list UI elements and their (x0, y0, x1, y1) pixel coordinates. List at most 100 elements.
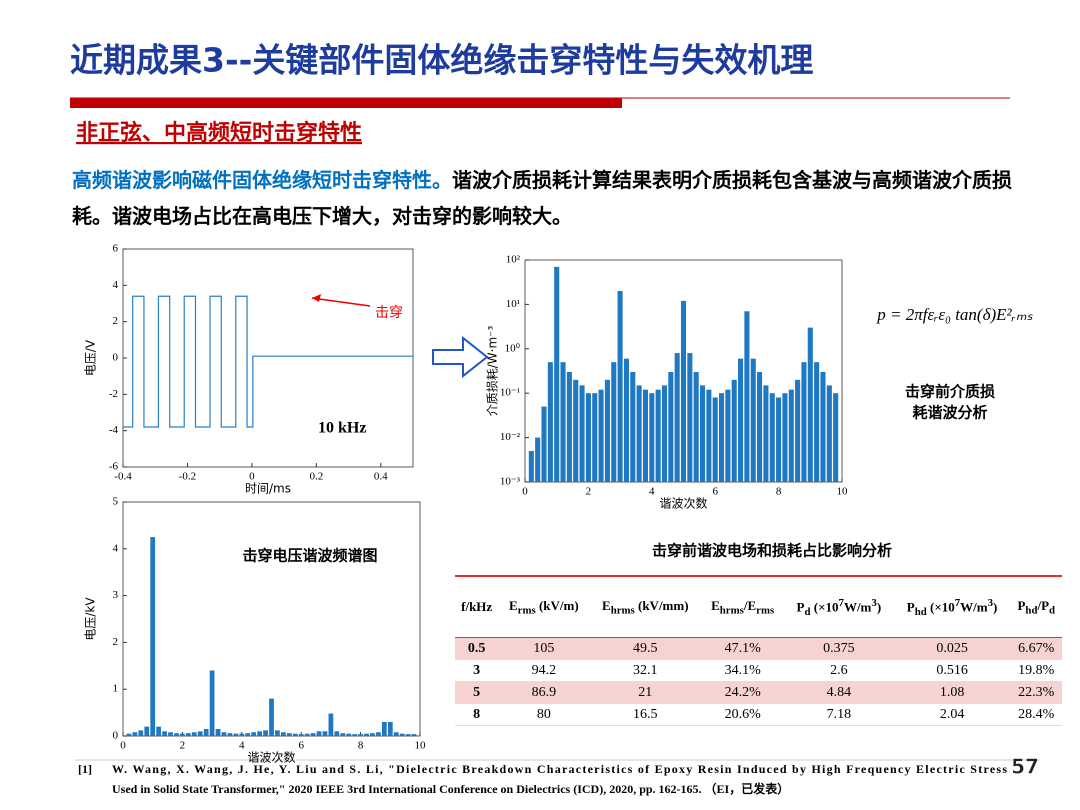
header-text: P (1017, 597, 1026, 613)
header-text: 3 (987, 596, 994, 609)
bar (286, 733, 292, 736)
intro: 高频谐波影响磁件固体绝缘短时击穿特性。谐波介质损耗计算结果表明介质损耗包含基波与… (72, 162, 1042, 234)
x-axis-label: 谐波次数 (659, 496, 707, 511)
table-cell: 24.2% (701, 681, 785, 704)
formula: p = 2πfεᵣε₀ tan(δ)E²ᵣₘₛ (876, 305, 1033, 324)
header-text: E (508, 597, 518, 613)
y-tick-label: -6 (109, 461, 119, 473)
x-tick-label: 2 (180, 740, 186, 752)
y-tick-label: 0 (113, 352, 119, 364)
bar (750, 358, 756, 482)
table-cell: 3 (455, 659, 499, 682)
bar (316, 731, 322, 736)
bar (680, 300, 687, 482)
x-tick-label: -0.4 (114, 471, 132, 483)
table-cell: 80 (498, 703, 590, 726)
header-text: (×10 (810, 598, 839, 614)
bar (399, 733, 405, 736)
header-text: hd (1025, 604, 1038, 617)
column-header: Phd (×107W/m3) (893, 575, 1011, 638)
bar (668, 372, 674, 482)
bar (541, 406, 547, 482)
x-tick-label: 6 (712, 486, 718, 498)
table-cell: 105 (498, 637, 590, 660)
header-text: (kV/m) (535, 597, 579, 613)
annotation: 击穿 (375, 305, 403, 321)
header-text: rms (517, 604, 536, 617)
bar (776, 397, 782, 482)
bar (185, 733, 191, 736)
bar (826, 385, 832, 482)
bar (712, 397, 718, 482)
column-header: Ehrms/Erms (701, 575, 785, 638)
table-cell: 0.516 (893, 659, 1011, 682)
x-tick-label: 10 (415, 740, 427, 752)
intro-text: 谐波介质损耗计算结果表明介质损耗包含基波与高频谐波介质损耗。谐波电场占比在高电压… (72, 168, 1012, 228)
table-cell: 86.9 (498, 681, 590, 704)
bar (744, 311, 750, 482)
bar (411, 734, 417, 736)
bar (358, 734, 363, 736)
header-text: d (1049, 604, 1056, 617)
table-cell: 7.18 (784, 703, 894, 726)
table-cell: 0.5 (455, 637, 499, 660)
header-text: rms (756, 604, 775, 617)
x-tick-label: 0 (249, 471, 255, 483)
bar (298, 734, 304, 736)
bar (788, 389, 794, 482)
bar (162, 731, 167, 736)
header-text: 7 (954, 596, 961, 609)
header-text: E (711, 597, 720, 613)
bar (203, 728, 209, 736)
bar (528, 450, 534, 482)
y-tick-label: 0 (113, 730, 119, 742)
header-text: W/m (843, 598, 872, 614)
bar (370, 733, 375, 736)
bar (138, 730, 144, 736)
bar (592, 393, 598, 482)
bar (573, 379, 579, 482)
x-tick-label: -0.2 (179, 471, 196, 483)
table-row: 8 80 16.5 20.6% 7.18 2.04 28.4% (455, 703, 1062, 726)
flow-arrow (432, 335, 489, 379)
x-tick-label: 8 (358, 740, 364, 752)
x-tick-label: 4 (649, 486, 655, 498)
bar (636, 385, 642, 482)
table-cell: 6.67% (1010, 637, 1062, 660)
bar (807, 327, 813, 482)
header-text: 3 (871, 596, 877, 609)
bar (604, 379, 610, 482)
x-tick-label: 0.4 (374, 471, 388, 483)
header-text: E (602, 597, 611, 613)
bar (150, 537, 156, 736)
bar (156, 726, 162, 736)
bar (322, 731, 328, 736)
table-cell: 32.1 (589, 659, 702, 682)
header-text: hrms (719, 604, 744, 617)
y-axis-label: 电压/V (84, 339, 98, 376)
column-header: Erms (kV/m) (498, 575, 590, 638)
y-tick-label: 4 (113, 542, 119, 554)
table-cell: 1.08 (893, 681, 1011, 704)
header-text: (kV/mm) (634, 597, 689, 613)
bar (820, 372, 826, 482)
table-cell: 19.8% (1010, 659, 1062, 682)
annotation: 击穿前介质损 (905, 383, 995, 401)
table-row: 0.5 105 49.5 47.1% 0.375 0.025 6.67% (455, 637, 1062, 660)
y-tick-label: 6 (113, 243, 119, 255)
table-cell: 0.025 (893, 637, 1011, 660)
bar (233, 733, 239, 736)
y-tick-label: -4 (109, 424, 119, 436)
bar (554, 266, 560, 482)
bar (197, 731, 203, 736)
table-cell: 21 (589, 681, 702, 704)
column-header: Pd (×107W/m3) (784, 575, 894, 638)
bar (352, 734, 358, 736)
bar (699, 385, 706, 482)
bar (642, 389, 648, 482)
bar (814, 362, 820, 482)
bar (251, 732, 257, 736)
bar (623, 358, 629, 482)
table-cell: 22.3% (1010, 681, 1062, 704)
bar (227, 733, 233, 736)
